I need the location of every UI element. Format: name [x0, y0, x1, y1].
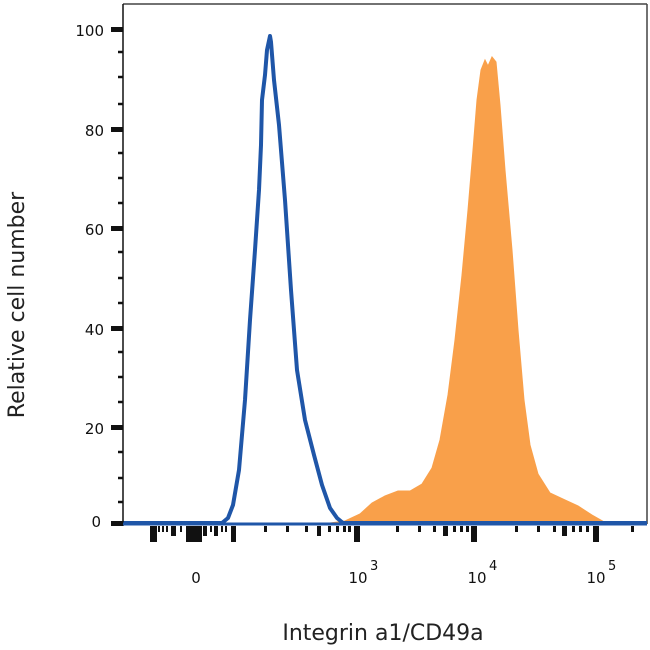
x-tick-label-1e3: 10 3: [348, 559, 378, 587]
x-tick-label-zero: 0: [191, 569, 201, 587]
y-tick-label: 100: [75, 22, 104, 40]
svg-text:10: 10: [348, 569, 367, 587]
svg-text:5: 5: [608, 559, 616, 574]
x-tick-label-1e4: 10 4: [467, 559, 497, 587]
control-histogram-line: [123, 34, 647, 525]
y-tick-label: 0: [91, 513, 101, 531]
svg-text:4: 4: [489, 559, 497, 574]
sample-histogram-fill: [123, 56, 608, 524]
y-axis: 100 80 60 40 20 0: [75, 4, 124, 531]
svg-text:10: 10: [467, 569, 486, 587]
x-axis-title: Integrin a1/CD49a: [282, 621, 483, 646]
x-tick-label-1e5: 10 5: [586, 559, 616, 587]
svg-text:10: 10: [586, 569, 605, 587]
y-axis-title: Relative cell number: [5, 191, 30, 418]
y-tick-label: 80: [85, 122, 104, 140]
y-tick-label: 40: [85, 321, 104, 339]
y-tick-label: 20: [85, 420, 104, 438]
svg-text:3: 3: [370, 559, 378, 574]
x-axis: 0 10 3 10 4 10 5: [123, 522, 647, 587]
plot-frame: [123, 3, 648, 524]
y-tick-label: 60: [85, 221, 104, 239]
